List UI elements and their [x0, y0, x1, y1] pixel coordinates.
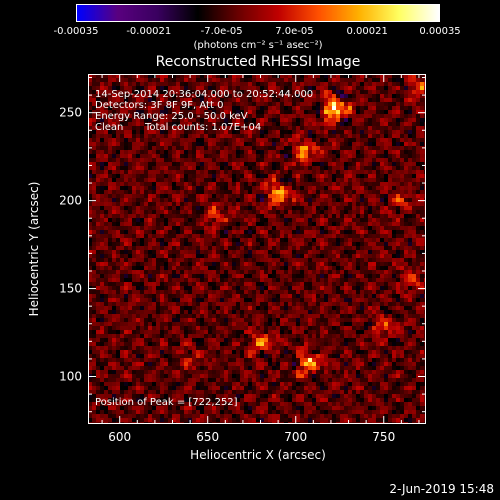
total-counts-text: Total counts: 1.07E+04	[145, 122, 262, 133]
x-tick-label: 750	[372, 430, 395, 444]
detectors-text: Detectors: 3F 8F 9F, Att 0	[95, 100, 224, 111]
colorbar-units-label: (photons cm⁻² s⁻¹ asec⁻²)	[193, 40, 323, 51]
colorbar-tick-label: -7.0e-05	[200, 26, 243, 37]
y-axis-label: Heliocentric Y (arcsec)	[27, 181, 41, 317]
colorbar	[76, 4, 440, 22]
energy-range-text: Energy Range: 25.0 - 50.0 keV	[95, 111, 248, 122]
colorbar-tick-label: 0.00021	[346, 26, 388, 37]
y-tick-label: 100	[59, 370, 82, 384]
peak-position-text: Position of Peak = [722,252]	[95, 397, 238, 408]
clean-text: Clean	[95, 122, 124, 133]
x-tick-label: 600	[108, 430, 131, 444]
x-tick-label: 700	[284, 430, 307, 444]
time-range-text: 14-Sep-2014 20:36:04.000 to 20:52:44.000	[95, 89, 314, 100]
x-tick-label: 650	[196, 430, 219, 444]
x-axis-label: Heliocentric X (arcsec)	[190, 448, 326, 462]
colorbar-tick-label: 0.00035	[419, 26, 461, 37]
colorbar-tick-label: -0.00021	[126, 26, 172, 37]
y-tick-label: 150	[59, 282, 82, 296]
colorbar-tick-label: 7.0e-05	[275, 26, 314, 37]
y-tick-label: 200	[59, 194, 82, 208]
chart-title: Reconstructed RHESSI Image	[155, 54, 361, 70]
y-tick-label: 250	[59, 106, 82, 120]
colorbar-tick-label: -0.00035	[53, 26, 99, 37]
timestamp-label: 2-Jun-2019 15:48	[389, 482, 494, 496]
heatmap-image	[88, 74, 426, 424]
